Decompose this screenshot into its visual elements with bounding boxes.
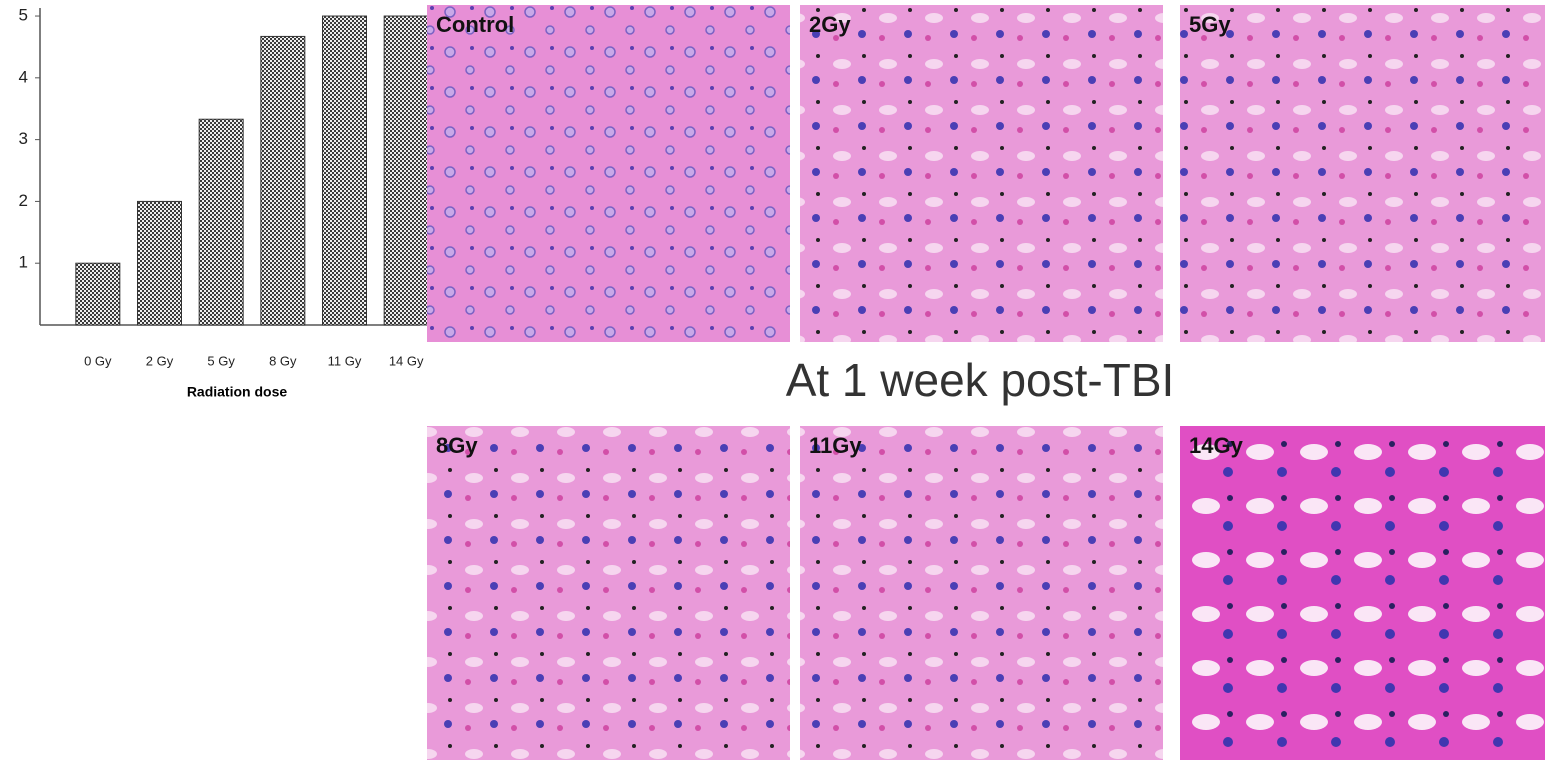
panel-label: 2Gy <box>809 12 851 37</box>
y-tick-label: 5 <box>19 6 28 25</box>
x-tick-label: 0 Gy <box>84 353 112 368</box>
caption: At 1 week post-TBI <box>786 354 1175 406</box>
bar <box>137 200 182 326</box>
panel-label: 8Gy <box>436 433 478 458</box>
histology-image <box>1180 5 1545 342</box>
y-tick-label: 4 <box>19 67 28 86</box>
bar <box>260 35 306 326</box>
y-tick-label: 3 <box>19 129 28 148</box>
x-tick-label: 2 Gy <box>146 353 174 368</box>
histology-image <box>800 5 1163 342</box>
panel-label: Control <box>436 12 514 37</box>
y-tick-label: 2 <box>19 191 28 210</box>
x-tick-label: 5 Gy <box>207 353 235 368</box>
bar <box>75 262 121 326</box>
y-tick-label: 1 <box>19 253 28 272</box>
x-tick-label: 14 Gy <box>389 353 424 368</box>
histology-image <box>427 5 790 342</box>
histology-image <box>800 426 1163 760</box>
histology-image <box>1180 426 1545 760</box>
panel-label: 14Gy <box>1189 433 1244 458</box>
bar <box>322 15 367 326</box>
bar <box>383 15 429 326</box>
x-tick-label: 11 Gy <box>328 353 362 368</box>
x-tick-label: 8 Gy <box>269 353 297 368</box>
x-axis-title: Radiation dose <box>187 384 288 400</box>
bar <box>198 118 244 326</box>
panel-label: 11Gy <box>809 433 862 458</box>
panel-label: 5Gy <box>1189 12 1231 37</box>
histology-image <box>427 426 790 760</box>
